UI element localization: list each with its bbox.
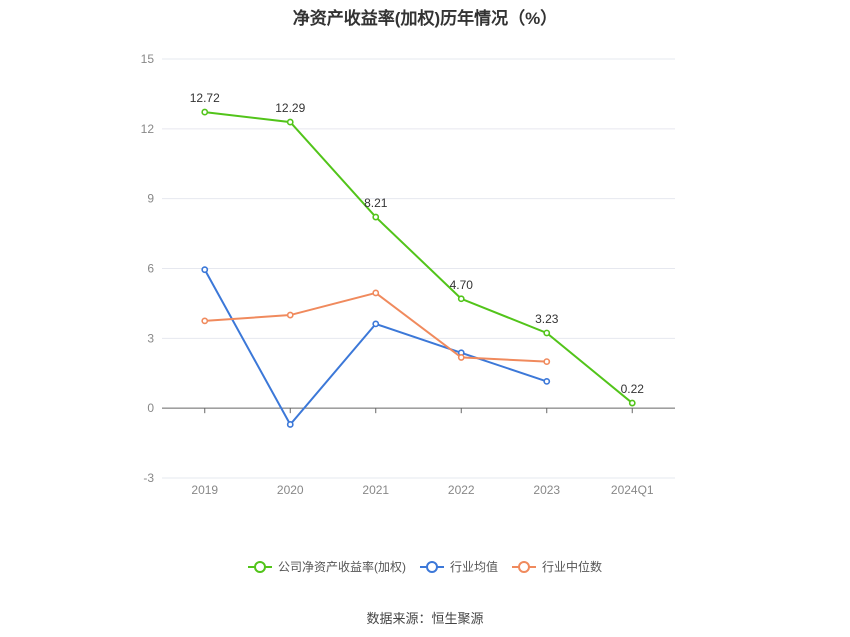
data-point — [543, 329, 551, 337]
legend-swatch-icon — [247, 560, 272, 573]
data-point — [201, 266, 209, 274]
legend-label: 行业均值 — [449, 560, 498, 574]
x-tick-label: 2020 — [277, 483, 304, 497]
data-labels: 12.72 12.29 8.21 4.70 3.23 0.22 — [190, 91, 645, 396]
y-tick-label: -3 — [143, 471, 154, 485]
y-tick-label: 6 — [147, 262, 154, 276]
legend-label: 公司净资产收益率(加权) — [277, 560, 406, 574]
y-tick-label: 12 — [141, 122, 155, 136]
legend-item[interactable]: 行业均值 — [419, 558, 498, 575]
data-point — [457, 295, 465, 303]
series-lines — [201, 108, 636, 428]
data-point — [286, 311, 294, 319]
x-tick-label: 2023 — [533, 483, 560, 497]
data-label: 12.29 — [275, 101, 305, 115]
x-tick-label: 2024Q1 — [611, 483, 654, 497]
data-label: 3.23 — [535, 312, 559, 326]
data-label: 0.22 — [621, 382, 645, 396]
data-label: 8.21 — [364, 196, 388, 210]
series-line — [204, 111, 633, 404]
data-point — [543, 377, 551, 385]
chart-title: 净资产收益率(加权)历年情况（%） — [292, 9, 558, 28]
data-point — [286, 118, 294, 126]
legend: 公司净资产收益率(加权) 行业均值 行业中位数 — [0, 558, 850, 575]
axes: 15 12 9 6 3 0 -3 2019 2020 2021 2022 2023 2024Q1 — [141, 52, 654, 497]
data-point — [201, 108, 209, 116]
data-point — [628, 399, 636, 407]
y-tick-label: 0 — [147, 401, 154, 415]
data-point — [372, 289, 380, 297]
legend-label: 行业中位数 — [542, 560, 603, 574]
x-tick-label: 2021 — [362, 483, 389, 497]
data-point — [372, 320, 380, 328]
data-point — [543, 358, 551, 366]
y-tick-label: 15 — [141, 52, 155, 66]
legend-item[interactable]: 公司净资产收益率(加权) — [247, 558, 406, 575]
x-tick-label: 2019 — [191, 483, 218, 497]
data-source: 数据来源：恒生聚源 — [366, 611, 484, 626]
data-point — [286, 421, 294, 428]
legend-item[interactable]: 行业中位数 — [512, 558, 602, 575]
legend-swatch-icon — [419, 560, 444, 573]
data-point — [201, 317, 209, 325]
data-point — [372, 213, 380, 221]
legend-swatch-icon — [512, 560, 536, 573]
y-tick-label: 3 — [147, 331, 154, 345]
y-tick-label: 9 — [147, 192, 154, 206]
grid-lines — [162, 58, 675, 479]
x-tick-label: 2022 — [448, 483, 475, 497]
data-label: 4.70 — [450, 278, 474, 292]
data-point — [457, 354, 465, 361]
data-label: 12.72 — [190, 91, 220, 105]
